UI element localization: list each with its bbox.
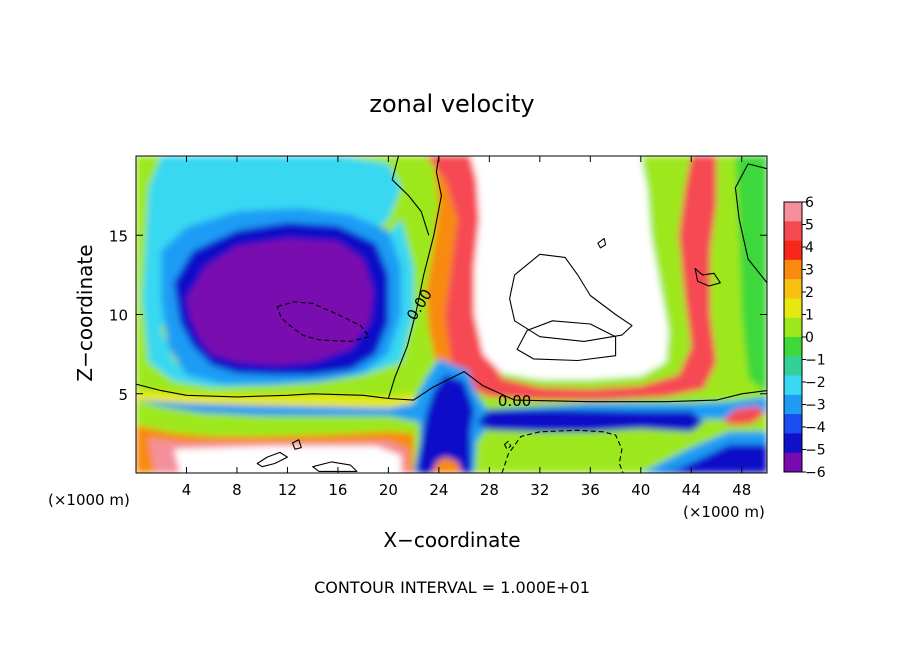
colorbar-label: 5 — [805, 218, 814, 234]
colorbar-label: −5 — [805, 443, 826, 459]
contour-label: 0.00 — [498, 392, 531, 410]
contour-line — [597, 237, 607, 249]
field-region — [653, 444, 767, 473]
field-region — [722, 406, 765, 426]
contour-line — [291, 439, 302, 450]
colorbar-label: −4 — [805, 420, 826, 436]
colorbar-swatch — [784, 317, 802, 338]
x-tick-label: 48 — [732, 481, 751, 499]
y-axis-label: Z−coordinate — [73, 244, 97, 381]
contour-line — [312, 461, 358, 472]
field-region — [186, 238, 374, 366]
colorbar-swatch — [784, 221, 802, 241]
field-region — [476, 409, 704, 432]
colorbar: 6 5 4 3 2 1 0 −1 −2 −3 −4 −5 −6 — [783, 195, 826, 481]
field-region — [173, 446, 401, 473]
field-region — [432, 457, 462, 473]
colorbar-swatch — [784, 452, 802, 473]
colorbar-label: −3 — [805, 398, 826, 414]
contour-line — [256, 451, 288, 468]
field-region — [426, 156, 717, 401]
contour-line-negative — [501, 429, 624, 473]
colorbar-label: 1 — [805, 308, 814, 324]
x-axis-unit-right: (×1000 m) — [683, 503, 765, 521]
colorbar-label: −2 — [805, 375, 826, 391]
contour-line-negative — [276, 301, 371, 342]
x-axis: 4 8 12 16 20 24 28 32 36 40 44 48 — [182, 156, 751, 499]
x-axis-label: X−coordinate — [383, 528, 520, 552]
colorbar-label: 6 — [805, 195, 814, 211]
colorbar-swatch — [784, 298, 802, 319]
contour-line — [387, 156, 442, 399]
colorbar-label: 2 — [805, 285, 814, 301]
colorbar-swatch — [784, 414, 802, 434]
colorbar-swatch — [784, 202, 802, 222]
x-tick-label: 4 — [182, 481, 192, 499]
x-tick-label: 12 — [278, 481, 297, 499]
colorbar-swatch — [784, 337, 802, 357]
contour-line — [734, 163, 767, 284]
contour-line — [136, 371, 767, 403]
colorbar-label: −6 — [805, 465, 826, 481]
x-tick-label: 36 — [581, 481, 600, 499]
colorbar-swatch — [784, 259, 802, 280]
field-region — [735, 156, 767, 394]
colorbar-swatch — [784, 375, 802, 396]
contour-line — [391, 156, 430, 236]
colorbar-swatch — [784, 240, 802, 261]
x-tick-label: 32 — [530, 481, 549, 499]
contour-line-negative — [503, 440, 512, 450]
velocity-field — [136, 156, 767, 473]
x-axis-unit-left: (×1000 m) — [48, 491, 130, 509]
y-axis: 5 10 15 — [109, 227, 767, 404]
colorbar-label: 4 — [805, 240, 814, 256]
x-tick-label: 40 — [631, 481, 650, 499]
colorbar-label: 0 — [805, 330, 814, 346]
field-region — [416, 374, 475, 473]
colorbar-swatch — [784, 279, 802, 299]
contour-line — [509, 253, 633, 342]
colorbar-label: −1 — [805, 353, 826, 369]
contour-line — [516, 320, 617, 362]
field-region — [470, 156, 669, 380]
x-tick-label: 28 — [480, 481, 499, 499]
field-region — [136, 390, 414, 408]
contour-lines — [136, 156, 767, 473]
x-tick-label: 24 — [429, 481, 448, 499]
x-tick-label: 8 — [232, 481, 242, 499]
contour-interval-note: CONTOUR INTERVAL = 1.000E+01 — [314, 578, 590, 597]
plot-area: 0.000.00 — [135, 155, 768, 474]
colorbar-swatch — [784, 394, 802, 415]
y-tick-label: 15 — [109, 227, 128, 245]
x-tick-label: 16 — [328, 481, 347, 499]
colorbar-swatch — [784, 433, 802, 454]
contour-line — [694, 267, 721, 287]
y-tick-label: 5 — [118, 386, 128, 404]
chart-title: zonal velocity — [369, 90, 534, 118]
x-tick-label: 44 — [682, 481, 701, 499]
x-tick-label: 20 — [379, 481, 398, 499]
colorbar-label: 3 — [805, 263, 814, 279]
y-tick-label: 10 — [109, 307, 128, 325]
colorbar-swatch — [784, 356, 802, 376]
